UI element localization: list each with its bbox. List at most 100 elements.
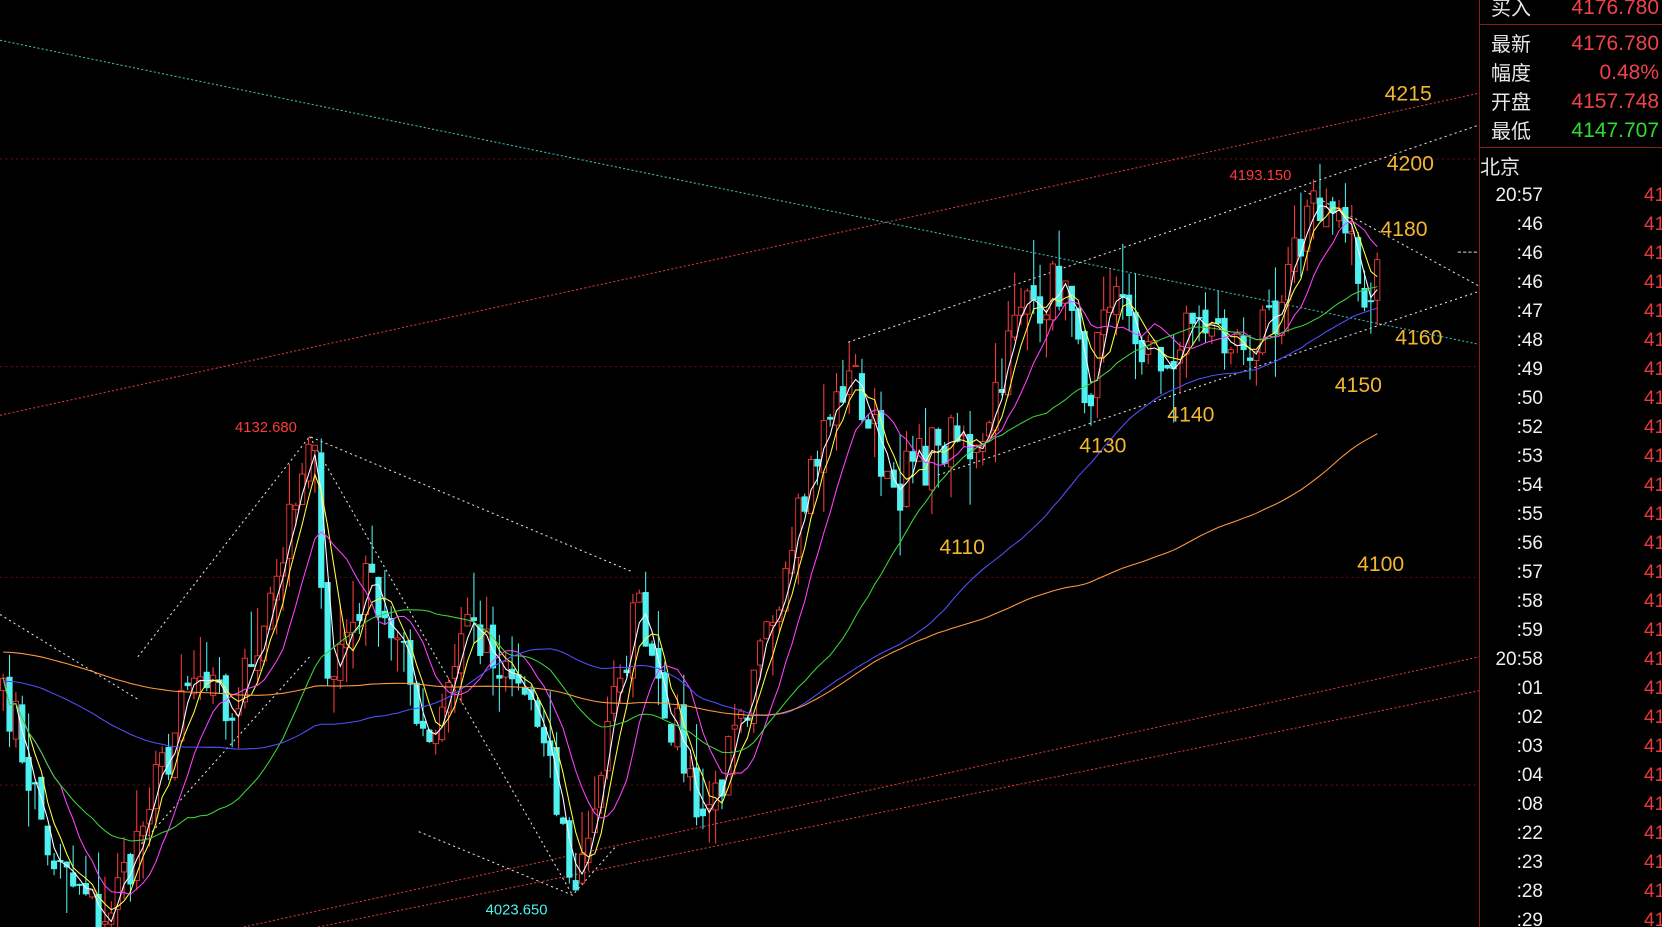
candle-body xyxy=(1291,237,1298,273)
candle-body xyxy=(1036,296,1044,324)
tick-row[interactable]: :49 41 xyxy=(1480,356,1662,384)
tick-row[interactable]: :46 41 xyxy=(1480,240,1662,268)
candle-body xyxy=(559,817,567,824)
tick-row[interactable]: :46 41 xyxy=(1480,269,1662,297)
candle-body xyxy=(375,576,382,618)
tick-price: 41 xyxy=(1644,243,1662,264)
tick-time: :47 xyxy=(1516,301,1543,322)
tick-row[interactable]: :55 41 xyxy=(1480,501,1662,529)
tick-row[interactable]: 20:57 41 xyxy=(1480,182,1662,210)
quote-value: 0.48% xyxy=(1599,61,1659,84)
candle-body xyxy=(1297,238,1304,257)
tick-row[interactable]: :56 41 xyxy=(1480,530,1662,558)
tick-row[interactable]: :08 41 xyxy=(1480,791,1662,819)
tick-row[interactable]: :58 41 xyxy=(1480,588,1662,616)
candle-body xyxy=(636,592,643,603)
candle-body xyxy=(712,782,719,811)
tick-price: 41 xyxy=(1644,823,1662,844)
tick-row[interactable]: :29 41 xyxy=(1480,907,1662,927)
candle-body xyxy=(572,880,579,891)
candle-body xyxy=(330,675,338,680)
candle-body xyxy=(757,640,764,666)
tick-price: 41 xyxy=(1644,649,1662,670)
tick-price: 41 xyxy=(1644,620,1662,641)
candle-body xyxy=(0,677,7,692)
tick-time: :23 xyxy=(1516,852,1543,873)
candle-body xyxy=(439,706,446,741)
candle-body xyxy=(623,669,630,673)
tick-row[interactable]: :48 41 xyxy=(1480,327,1662,355)
candle-body xyxy=(70,872,77,887)
tick-row[interactable]: :46 41 xyxy=(1480,211,1662,239)
tick-time: :55 xyxy=(1516,504,1543,525)
candlestick-chart[interactable]: 4215 4200 4180 4160 4150 4140 4130 4110 … xyxy=(0,0,1479,927)
high-price-label: 4193.150 xyxy=(1229,168,1291,184)
candle-body xyxy=(598,774,605,808)
tick-price: 41 xyxy=(1644,417,1662,438)
tick-time: :08 xyxy=(1516,794,1543,815)
tick-row[interactable]: :02 41 xyxy=(1480,704,1662,732)
tick-price: 41 xyxy=(1644,504,1662,525)
tick-row[interactable]: :47 41 xyxy=(1480,298,1662,326)
candle-body xyxy=(680,704,687,774)
candle-body xyxy=(95,893,102,927)
candle-body xyxy=(1310,190,1317,204)
tick-row[interactable]: :59 41 xyxy=(1480,617,1662,645)
candle-body xyxy=(210,674,217,696)
tick-row[interactable]: :03 41 xyxy=(1480,733,1662,761)
tick-price: 41 xyxy=(1644,794,1662,815)
candle-body xyxy=(260,625,268,662)
candle-body xyxy=(655,647,662,679)
candle-body xyxy=(1227,349,1234,354)
candle-body xyxy=(731,724,738,730)
tick-price: 41 xyxy=(1644,562,1662,583)
level-label: 4180 xyxy=(1380,218,1427,241)
candle-body xyxy=(63,861,70,868)
tick-time: :46 xyxy=(1516,214,1543,235)
level-label: 4140 xyxy=(1167,404,1214,427)
candle-body xyxy=(1043,314,1050,321)
tick-row[interactable]: :22 41 xyxy=(1480,820,1662,848)
candle-body xyxy=(1323,207,1330,228)
candle-body xyxy=(324,582,331,679)
tick-price: 41 xyxy=(1644,736,1662,757)
tick-row[interactable]: :23 41 xyxy=(1480,849,1662,877)
tick-row[interactable]: :54 41 xyxy=(1480,472,1662,500)
quote-label: 买入 xyxy=(1491,0,1531,20)
tick-row[interactable]: :50 41 xyxy=(1480,385,1662,413)
candle-body xyxy=(998,389,1005,393)
tick-time: :22 xyxy=(1516,823,1543,844)
candle-body xyxy=(935,428,942,446)
quote-label: 最新 xyxy=(1491,32,1531,56)
tick-row[interactable]: :28 41 xyxy=(1480,878,1662,906)
mid-high-price-label: 4132.680 xyxy=(235,420,297,436)
tick-time: :01 xyxy=(1516,678,1543,699)
tick-row[interactable]: :57 41 xyxy=(1480,559,1662,587)
tick-row[interactable]: :53 41 xyxy=(1480,443,1662,471)
tick-time: :50 xyxy=(1516,388,1543,409)
tick-row[interactable]: :52 41 xyxy=(1480,414,1662,442)
candle-body xyxy=(159,752,166,767)
candle-body xyxy=(362,563,369,615)
candle-body xyxy=(1253,351,1260,361)
candle-body xyxy=(642,592,649,647)
candle-body xyxy=(1081,331,1088,404)
divider xyxy=(1480,147,1662,148)
candle-body xyxy=(19,704,26,763)
tick-price: 41 xyxy=(1644,881,1662,902)
candle-body xyxy=(973,444,980,453)
moving-averages xyxy=(2,205,1378,923)
quote-label: 幅度 xyxy=(1491,61,1531,85)
candle-body xyxy=(865,419,872,429)
tick-row[interactable]: :04 41 xyxy=(1480,762,1662,790)
tick-time: 20:57 xyxy=(1495,185,1543,206)
tick-row[interactable]: 20:58 41 xyxy=(1480,646,1662,674)
low-price-label: 4023.650 xyxy=(486,902,548,918)
candle-body xyxy=(197,676,204,682)
tick-row[interactable]: :01 41 xyxy=(1480,675,1662,703)
tick-time: :46 xyxy=(1516,272,1543,293)
level-labels: 4215 4200 4180 4160 4150 4140 4130 4110 … xyxy=(939,83,1442,576)
candle-body xyxy=(44,825,51,856)
candles xyxy=(0,163,1381,927)
candle-body xyxy=(534,700,541,727)
